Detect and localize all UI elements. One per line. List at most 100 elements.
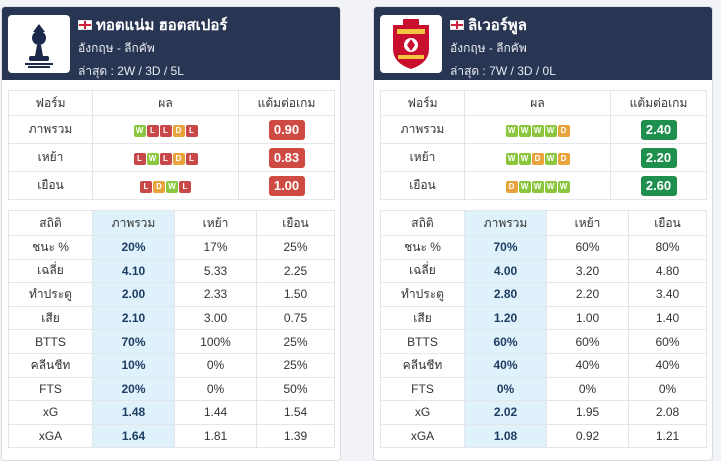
stat-value: 2.20 [546, 282, 629, 307]
stat-label: FTS [380, 376, 465, 402]
result-chip[interactable]: L [159, 125, 172, 137]
stat-value: 20% [92, 376, 175, 402]
stats-row: xGA 1.08 0.92 1.21 [380, 423, 707, 449]
result-chip[interactable]: L [146, 125, 159, 137]
team-header: ทอตแน่ม ฮอตสเปอร์ อังกฤษ - ลีกคัพ ล่าสุด… [2, 7, 340, 80]
result-chip[interactable]: D [172, 153, 185, 165]
stat-value: 25% [256, 329, 335, 354]
result-chip[interactable]: D [172, 125, 185, 137]
ppg-header: แต้มต่อเกม [238, 90, 335, 116]
stats-row: คลีนชีท 10% 0% 25% [8, 352, 335, 378]
stat-value: 1.48 [92, 400, 175, 425]
result-chip[interactable]: W [146, 153, 159, 165]
result-chip[interactable]: W [166, 181, 178, 193]
result-chip[interactable]: W [505, 125, 518, 137]
liverpool-logo-icon[interactable] [380, 15, 442, 73]
stat-value: 3.40 [628, 282, 707, 307]
result-chip[interactable]: W [557, 181, 570, 193]
result-chip[interactable]: D [557, 125, 570, 137]
stats-row: xG 1.48 1.44 1.54 [8, 400, 335, 425]
stat-value: 17% [174, 235, 257, 260]
result-chip[interactable]: W [518, 181, 531, 193]
stat-value: 20% [92, 235, 175, 260]
stat-label: คลีนชีท [8, 352, 93, 378]
tottenham-logo-icon[interactable] [8, 15, 70, 73]
stat-value: 2.00 [92, 282, 175, 307]
result-chip[interactable]: W [531, 125, 544, 137]
ppg-badge: 1.00 [268, 175, 305, 196]
stat-value: 1.81 [174, 423, 257, 449]
league-label: อังกฤษ - ลีกคัพ [450, 41, 527, 55]
team-card-tottenham: ทอตแน่ม ฮอตสเปอร์ อังกฤษ - ลีกคัพ ล่าสุด… [1, 6, 341, 461]
result-chip[interactable]: L [185, 125, 198, 137]
stat-value: 1.39 [256, 423, 335, 449]
away-header: เยือน [256, 210, 335, 236]
team-header: ลิเวอร์พูล อังกฤษ - ลีกคัพ ล่าสุด : 7W /… [374, 7, 712, 80]
stat-value: 25% [256, 235, 335, 260]
result-chip[interactable]: W [544, 153, 557, 165]
stat-value: 10% [92, 352, 175, 378]
stat-value: 1.40 [628, 305, 707, 331]
ppg-badge: 2.40 [640, 119, 677, 140]
result-header: ผล [464, 90, 611, 116]
result-chip[interactable]: D [505, 181, 518, 193]
stat-value: 50% [256, 376, 335, 402]
stat-label: xGA [380, 423, 465, 449]
result-chip[interactable]: D [153, 181, 165, 193]
result-chip[interactable]: W [505, 153, 518, 165]
result-chip[interactable]: W [544, 181, 557, 193]
stat-value: 0.75 [256, 305, 335, 331]
league-label: อังกฤษ - ลีกคัพ [78, 41, 155, 55]
result-chip[interactable]: L [179, 181, 191, 193]
form-row-label: ภาพรวม [380, 115, 465, 144]
stat-label: ชนะ % [8, 235, 93, 260]
stat-value: 1.95 [546, 400, 629, 425]
stat-value: 70% [464, 235, 547, 260]
stat-value: 2.08 [628, 400, 707, 425]
stat-value: 4.80 [628, 258, 707, 284]
stat-value: 1.50 [256, 282, 335, 307]
result-chip[interactable]: W [518, 125, 531, 137]
result-chip[interactable]: W [518, 153, 531, 165]
stats-row: xGA 1.64 1.81 1.39 [8, 423, 335, 449]
result-chip[interactable]: D [531, 153, 544, 165]
stat-value: 2.80 [464, 282, 547, 307]
stat-value: 100% [174, 329, 257, 354]
stats-table: สถิติ ภาพรวม เหย้า เยือน ชนะ % 70% 60% 80% เ… [380, 210, 707, 449]
stat-value: 2.10 [92, 305, 175, 331]
stats-row: เสีย 2.10 3.00 0.75 [8, 305, 335, 331]
stat-label: เฉลี่ย [380, 258, 465, 284]
result-chip[interactable]: D [557, 153, 570, 165]
stats-row: ทำประตู 2.80 2.20 3.40 [380, 282, 707, 307]
stat-value: 5.33 [174, 258, 257, 284]
result-chip[interactable]: W [133, 125, 146, 137]
result-chip[interactable]: W [531, 181, 544, 193]
team-name[interactable]: ทอตแน่ม ฮอตสเปอร์ [96, 17, 228, 34]
result-chip[interactable]: L [140, 181, 152, 193]
stat-value: 40% [628, 352, 707, 378]
result-chip[interactable]: W [544, 125, 557, 137]
stats-table: สถิติ ภาพรวม เหย้า เยือน ชนะ % 20% 17% 25% เ… [8, 210, 335, 449]
stat-label: xG [8, 400, 93, 425]
result-chip[interactable]: L [159, 153, 172, 165]
stat-label: คลีนชีท [380, 352, 465, 378]
ppg-badge: 0.83 [268, 147, 305, 168]
stats-row: เฉลี่ย 4.00 3.20 4.80 [380, 258, 707, 284]
stat-value: 4.00 [464, 258, 547, 284]
result-chip[interactable]: L [133, 153, 146, 165]
stat-value: 1.44 [174, 400, 257, 425]
stat-value: 80% [628, 235, 707, 260]
stats-row: ชนะ % 20% 17% 25% [8, 235, 335, 260]
result-chip[interactable]: L [185, 153, 198, 165]
team-name[interactable]: ลิเวอร์พูล [468, 17, 527, 34]
stat-value: 0% [628, 376, 707, 402]
home-header: เหย้า [546, 210, 629, 236]
overall-header: ภาพรวม [464, 210, 547, 236]
form-header: ฟอร์ม [380, 90, 465, 116]
